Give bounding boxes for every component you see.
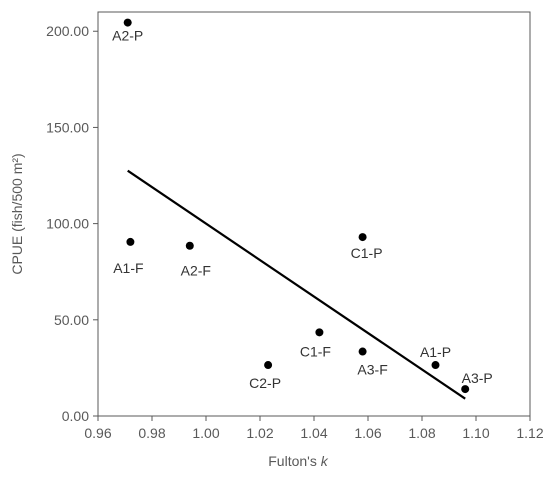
data-point	[264, 361, 273, 370]
x-tick-label: 0.96	[84, 425, 111, 441]
data-point	[126, 237, 135, 246]
x-tick-label: 1.12	[516, 425, 543, 441]
data-point	[431, 361, 440, 370]
x-tick-label: 1.02	[246, 425, 273, 441]
y-tick-label: 100.00	[46, 216, 89, 232]
x-tick-label: 1.04	[300, 425, 327, 441]
x-tick-label: 1.10	[462, 425, 489, 441]
x-axis-title: Fulton's k	[268, 453, 328, 469]
data-point-label: A1-P	[420, 344, 451, 360]
data-point-label: A3-P	[462, 370, 493, 386]
data-point-label: A2-P	[112, 28, 143, 44]
data-point	[123, 18, 132, 27]
data-point-label: A1-F	[113, 260, 143, 276]
data-point	[461, 385, 470, 394]
y-tick-label: 50.00	[54, 312, 89, 328]
x-tick-label: 1.06	[354, 425, 381, 441]
data-point-label: C1-F	[300, 343, 331, 359]
y-tick-label: 150.00	[46, 119, 89, 135]
data-point	[185, 241, 194, 250]
y-axis-title: CPUE (fish/500 m²)	[9, 153, 25, 274]
trendline	[127, 169, 466, 400]
x-tick-label: 1.08	[408, 425, 435, 441]
data-point	[358, 347, 367, 356]
data-point-label: C2-P	[249, 375, 281, 391]
data-point-label: A2-F	[181, 263, 211, 279]
x-tick-label: 0.98	[138, 425, 165, 441]
data-point-label: A3-F	[357, 362, 387, 378]
x-tick-label: 1.00	[192, 425, 219, 441]
y-tick-label: 0.00	[62, 408, 89, 424]
data-point	[358, 233, 367, 242]
y-tick-label: 200.00	[46, 23, 89, 39]
data-point-label: C1-P	[351, 245, 383, 261]
data-point	[315, 328, 324, 337]
